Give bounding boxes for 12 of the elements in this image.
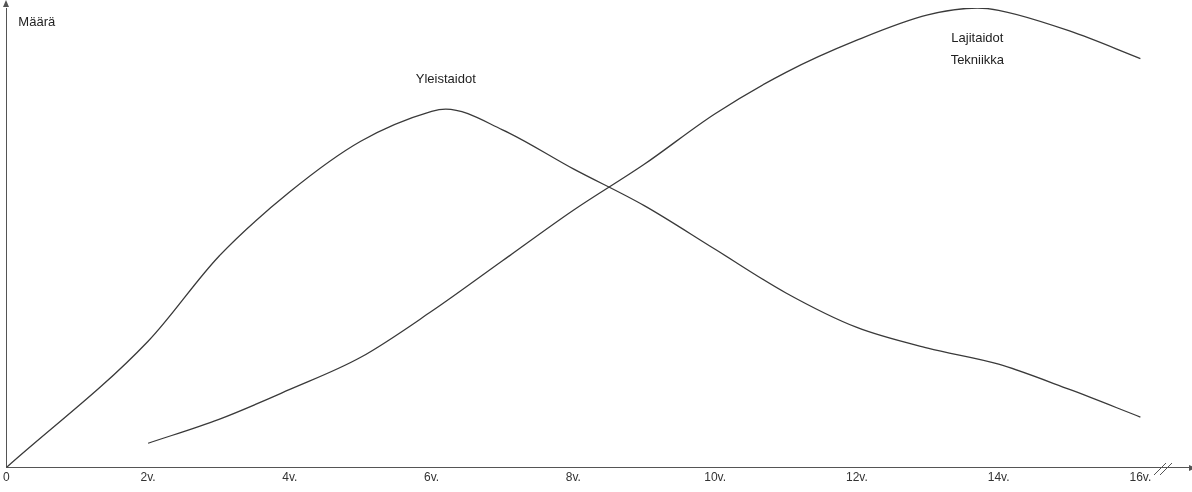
- x-tick-label: 6v.: [424, 470, 440, 485]
- x-tick-label: 14v.: [987, 470, 1010, 485]
- x-tick-label: 0: [2, 470, 10, 485]
- y-axis-title: Määrä: [18, 13, 56, 29]
- x-tick-label: 16v.: [1129, 470, 1152, 485]
- x-tick-label: 8v.: [565, 470, 581, 485]
- text: Yleistaidot: [415, 70, 477, 86]
- x-tick-label: 4v.: [282, 470, 298, 485]
- x-tick-label: 12v.: [845, 470, 868, 485]
- series-label: Lajitaidot Tekniikka: [950, 29, 1005, 67]
- x-tick-label: 10v.: [704, 470, 727, 485]
- x-tick-label: 2v.: [140, 470, 156, 485]
